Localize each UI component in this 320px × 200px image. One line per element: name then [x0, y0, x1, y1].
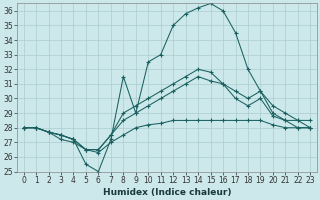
X-axis label: Humidex (Indice chaleur): Humidex (Indice chaleur)	[103, 188, 231, 197]
